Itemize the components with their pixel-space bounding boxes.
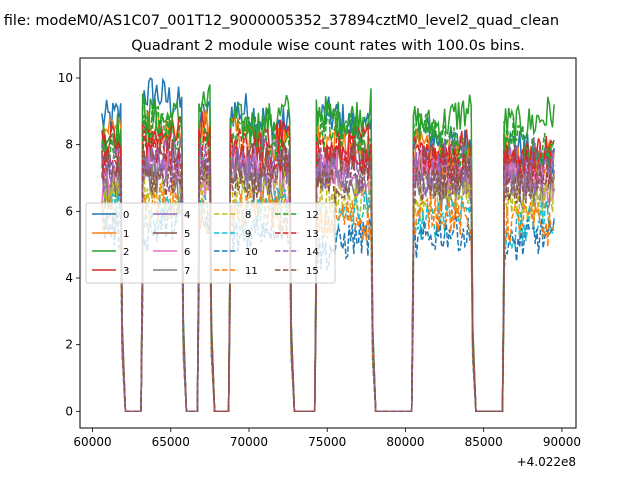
x-tick-label: 80000 [386,435,424,449]
x-tick-label: 75000 [308,435,346,449]
legend-label-9: 9 [245,229,251,240]
legend-label-11: 11 [245,266,258,277]
y-tick-label: 2 [65,338,73,352]
legend-label-2: 2 [123,247,129,258]
legend-label-8: 8 [245,210,251,221]
x-offset-label: +4.022e8 [517,455,576,469]
legend-label-12: 12 [306,210,319,221]
x-axis: 60000 65000 70000 75000 80000 85000 90000 [73,428,581,449]
y-tick-label: 8 [65,138,73,152]
y-axis: 0 2 4 6 8 10 [58,71,80,418]
series-line-12 [101,105,555,413]
x-tick-label: 70000 [230,435,268,449]
legend-label-7: 7 [184,266,190,277]
y-tick-label: 4 [65,271,73,285]
legend-label-6: 6 [184,247,190,258]
legend-label-13: 13 [306,229,319,240]
y-tick-label: 6 [65,204,73,218]
legend-label-10: 10 [245,247,258,258]
x-tick-label: 85000 [465,435,503,449]
y-tick-label: 0 [65,404,73,418]
x-tick-label: 90000 [543,435,581,449]
legend-label-4: 4 [184,210,190,221]
legend-label-5: 5 [184,229,190,240]
y-tick-label: 10 [58,71,73,85]
series-line-15 [101,147,555,413]
legend-label-14: 14 [306,247,319,258]
legend-label-1: 1 [123,229,129,240]
figure-suptitle: n file: modeM0/AS1C07_001T12_9000005352_… [0,13,559,29]
legend-label-3: 3 [123,266,129,277]
axes-frame [79,57,577,429]
chart-title: Quadrant 2 module wise count rates with … [131,38,525,54]
legend-label-0: 0 [123,210,129,221]
legend-frame [85,202,336,284]
legend-label-15: 15 [306,266,319,277]
x-tick-label: 65000 [152,435,190,449]
x-tick-label: 60000 [73,435,111,449]
